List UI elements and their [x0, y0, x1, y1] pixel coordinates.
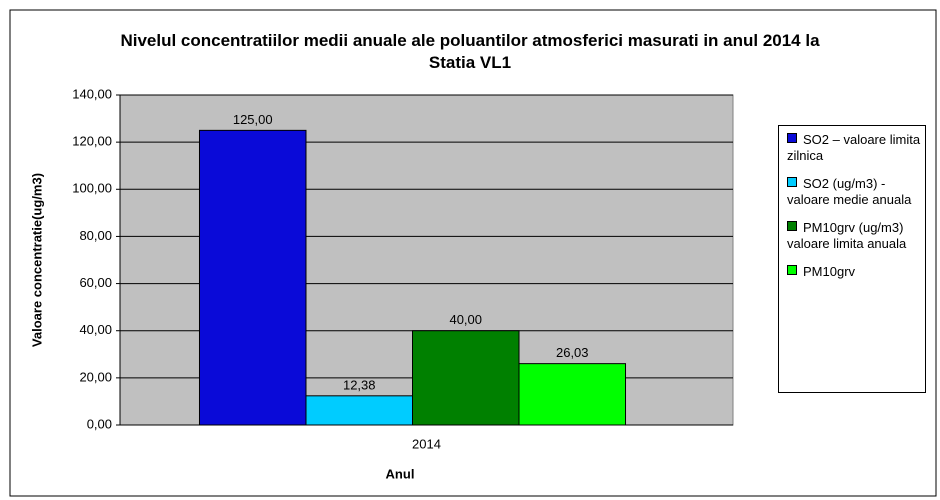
legend-swatch [787, 265, 797, 275]
legend-item: PM10grv [787, 264, 921, 280]
legend-item: PM10grv (ug/m3) valoare limita anuala [787, 220, 921, 252]
legend-item: SO2 (ug/m3) - valoare medie anuala [787, 176, 921, 208]
y-tick-label: 60,00 [79, 275, 112, 290]
value-label: 40,00 [449, 312, 482, 327]
bar [412, 330, 520, 426]
legend-swatch [787, 221, 797, 231]
y-tick-label: 100,00 [72, 181, 112, 196]
legend-swatch [787, 177, 797, 187]
value-label: 125,00 [233, 112, 273, 127]
y-tick-label: 0,00 [87, 416, 112, 431]
bar [198, 129, 307, 426]
legend-label: PM10grv [803, 264, 856, 279]
y-tick-label: 80,00 [79, 228, 112, 243]
value-label: 26,03 [556, 345, 589, 360]
y-tick-label: 20,00 [79, 369, 112, 384]
y-tick-label: 120,00 [72, 134, 112, 149]
x-axis-title: Anul [386, 466, 415, 481]
chart-title: Nivelul concentratiilor medii anuale ale… [120, 31, 820, 72]
legend-item: SO2 – valoare limita zilnica [787, 132, 921, 164]
legend-swatch [787, 133, 797, 143]
y-axis-title: Valoare concentratie(ug/m3) [29, 173, 44, 347]
legend-label: SO2 – valoare limita zilnica [787, 132, 921, 163]
legend-label: SO2 (ug/m3) - valoare medie anuala [787, 176, 912, 207]
x-tick-label: 2014 [412, 436, 441, 451]
chart-border [9, 9, 937, 497]
y-tick-label: 40,00 [79, 322, 112, 337]
value-label: 12,38 [343, 377, 376, 392]
bar [518, 363, 627, 426]
legend: SO2 – valoare limita zilnica SO2 (ug/m3) … [778, 125, 926, 393]
legend-label: PM10grv (ug/m3) valoare limita anuala [787, 220, 907, 251]
bar [305, 395, 413, 426]
y-tick-label: 140,00 [72, 86, 112, 101]
